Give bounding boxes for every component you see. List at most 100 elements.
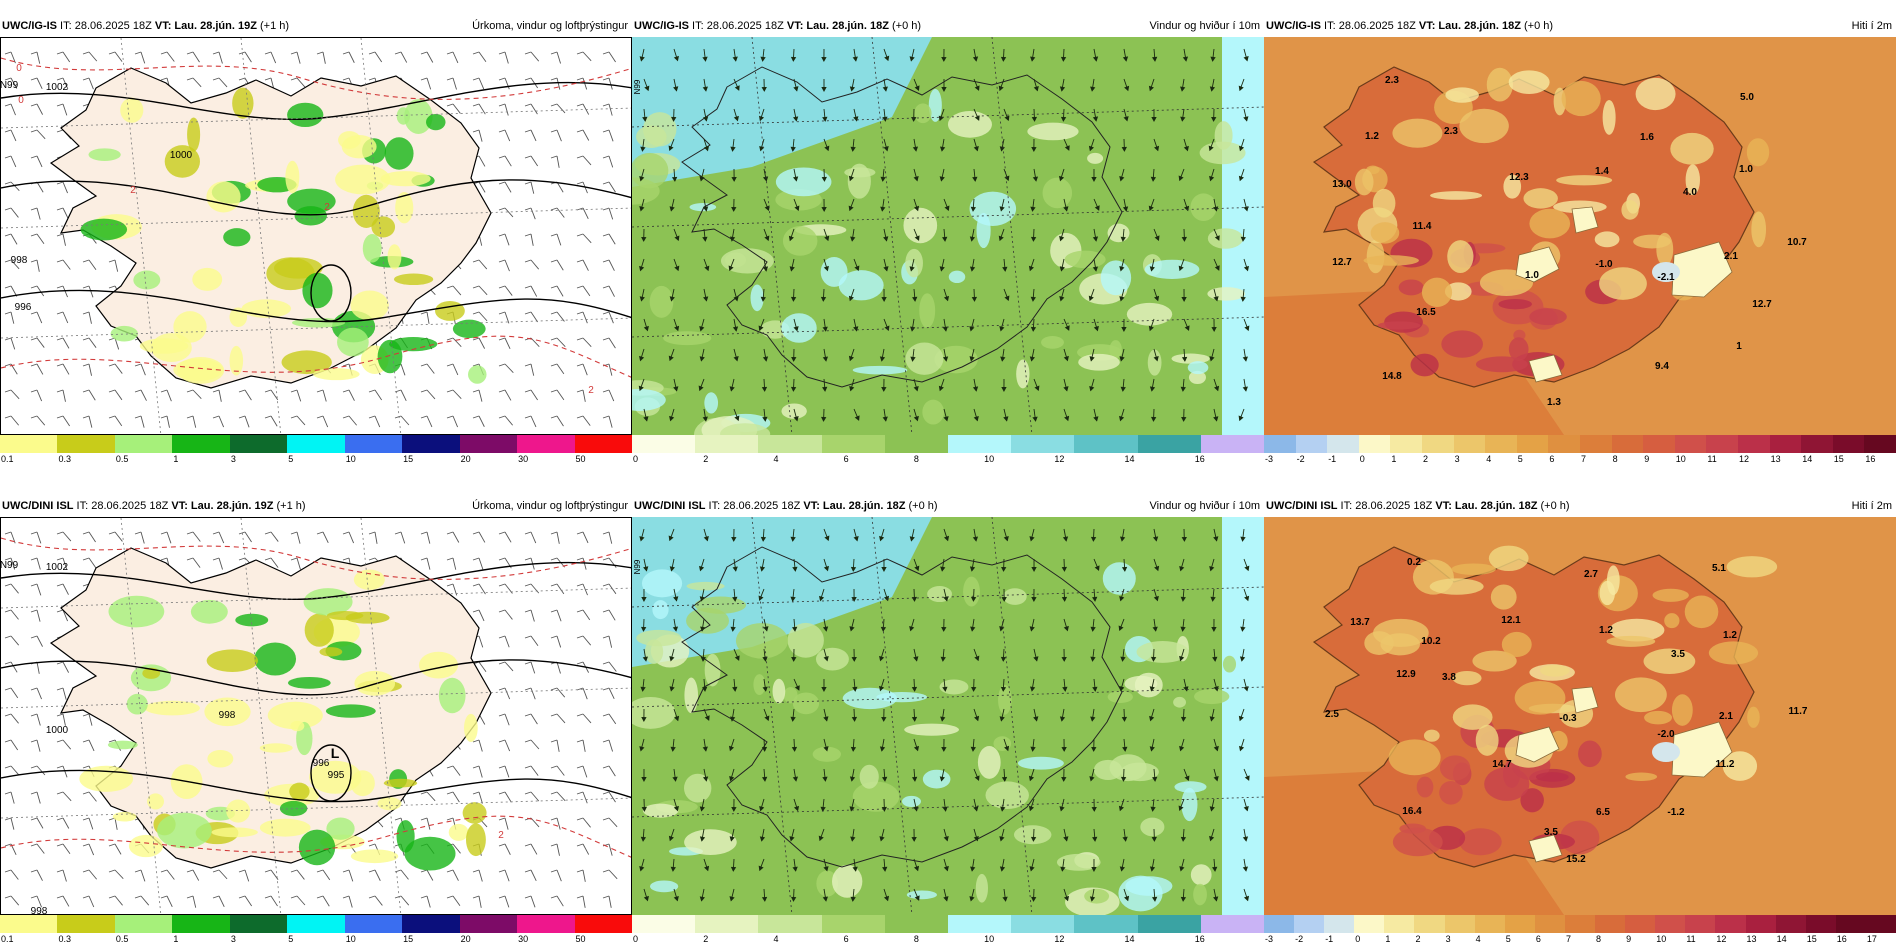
colorbar-tick: 16 — [1194, 454, 1205, 464]
map-label: 10.7 — [1787, 237, 1807, 248]
colorbar-tick: 14 — [1124, 934, 1135, 944]
colorbar-tick: 14 — [1776, 934, 1787, 944]
map-label: 11.2 — [1716, 759, 1735, 770]
colorbar-tick: 5 — [288, 454, 294, 464]
lead-time: (+0 h) — [905, 500, 938, 512]
colorbar-tick: 13 — [1770, 454, 1781, 464]
colorbar-cell — [1775, 915, 1806, 933]
panel-header: UWC/IG-IS IT: 28.06.2025 18Z VT: Lau. 28… — [1264, 15, 1896, 37]
map-label: 2.5 — [1325, 709, 1339, 720]
colorbar-tick: -2 — [1295, 934, 1304, 944]
map-label: 2.1 — [1724, 251, 1738, 262]
colorbar-cell — [632, 915, 696, 933]
colorbar-tick: 50 — [575, 454, 586, 464]
colorbar-tick: 11 — [1686, 934, 1696, 944]
map-label: 1.6 — [1640, 132, 1654, 143]
map-label: L — [331, 745, 340, 761]
precip-map: 1002 1000 998 996 2 0 0 2 2 N99 — [0, 37, 632, 435]
colorbar-labels: 0.1 0.3 0.5 1 3 5 10 15 20 30 50 — [0, 454, 632, 468]
run-info: UWC/DINI ISL IT: 28.06.2025 18Z VT: Lau.… — [2, 495, 306, 517]
colorbar-cell — [1200, 915, 1265, 933]
colorbar-labels: -3 -2 -1 0 1 2 3 4 5 6 7 8 9 10 11 12 13 14 15 16 — [1264, 454, 1896, 468]
map-label: 998 — [11, 255, 28, 266]
precip-colorbar — [0, 915, 632, 933]
lead-time: (+1 h) — [256, 20, 290, 32]
colorbar-cell — [287, 915, 345, 933]
map-label: 13.0 — [1332, 179, 1352, 190]
map-label: 5.0 — [1740, 92, 1754, 103]
colorbar-cell — [1832, 435, 1865, 453]
precip-panel: UWC/DINI ISL IT: 28.06.2025 18Z VT: Lau.… — [0, 495, 632, 950]
map-label: 11.7 — [1789, 706, 1808, 717]
temperature-contours — [1, 537, 631, 858]
colorbar-tick: 3 — [1454, 454, 1460, 464]
model-name: UWC/DINI ISL — [634, 500, 706, 512]
glaciers — [1515, 206, 1733, 383]
colorbar-cell — [517, 435, 575, 453]
colorbar-cell — [1390, 435, 1422, 453]
colorbar-tick: 13 — [1746, 934, 1757, 944]
colorbar-cell — [1074, 435, 1138, 453]
colorbar-tick: 4 — [773, 934, 779, 944]
map-label: 998 — [31, 906, 48, 915]
colorbar-cell — [695, 915, 759, 933]
map-label: 10.2 — [1421, 636, 1441, 647]
colorbar-cell — [1295, 435, 1328, 453]
graticule — [1, 518, 631, 914]
map-label: N99 — [1, 560, 19, 571]
colorbar-tick: 30 — [518, 934, 529, 944]
map-label: 13.7 — [1350, 617, 1370, 628]
graticule — [632, 37, 1264, 435]
temp-map-svg: 2.3 2.3 1.2 1.6 5.0 13.0 12.3 1.4 4.0 1.0 11.4 10.7… — [1264, 37, 1896, 435]
map-label: -2.1 — [1657, 272, 1675, 283]
colorbar-tick: -1 — [1325, 934, 1334, 944]
temp-panel: UWC/DINI ISL IT: 28.06.2025 18Z VT: Lau.… — [1264, 495, 1896, 950]
precip-map: 1002 1000 998 998 996 L 995 2 N99 — [0, 517, 632, 915]
model-name: UWC/IG-IS — [1266, 20, 1321, 32]
colorbar-tick: 0.5 — [115, 454, 129, 464]
wind-panel: UWC/IG-IS IT: 28.06.2025 18Z VT: Lau. 28… — [632, 15, 1265, 470]
colorbar-tick: 8 — [913, 934, 919, 944]
colorbar-tick: 20 — [460, 934, 471, 944]
colorbar-cell — [1864, 435, 1896, 453]
colorbar-tick: 14 — [1124, 454, 1135, 464]
colorbar-tick: 8 — [1596, 934, 1602, 944]
colorbar-cell — [1737, 435, 1770, 453]
colorbar-tick: -2 — [1296, 454, 1305, 464]
colorbar-cell — [344, 915, 403, 933]
issue-time: IT: 28.06.2025 18Z — [73, 500, 172, 512]
colorbar-cell — [1534, 915, 1565, 933]
run-info: UWC/IG-IS IT: 28.06.2025 18Z VT: Lau. 28… — [634, 15, 921, 37]
map-label: 2 — [130, 185, 136, 196]
wind-speed-areas — [632, 562, 1237, 915]
forecast-row-ig-is: UWC/IG-IS IT: 28.06.2025 18Z VT: Lau. 28… — [0, 15, 1900, 470]
colorbar-tick: 16 — [1865, 454, 1876, 464]
colorbar-cell — [1865, 915, 1896, 933]
colorbar-cell — [1358, 435, 1391, 453]
map-label: 16.4 — [1402, 806, 1422, 817]
map-label: 0.2 — [1407, 557, 1421, 568]
temp-map-svg: 0.2 2.7 5.1 13.7 12.1 1.2 1.2 10.2 3.5 12.9 3.8 2.5… — [1264, 517, 1896, 915]
map-label: 1.4 — [1595, 166, 1609, 177]
wind-map: N99 — [632, 37, 1264, 435]
map-label: 1.2 — [1599, 625, 1613, 636]
colorbar-cell — [1801, 435, 1833, 453]
iceland-coastline — [681, 546, 1123, 868]
lead-time: (+0 h) — [1537, 500, 1570, 512]
colorbar-cell — [1074, 915, 1138, 933]
panel-title: Vindur og hviður í 10m — [1149, 500, 1260, 512]
colorbar-cell — [632, 435, 696, 453]
run-info: UWC/IG-IS IT: 28.06.2025 18Z VT: Lau. 28… — [1266, 15, 1553, 37]
map-label: 12.3 — [1509, 172, 1529, 183]
colorbar-tick: 30 — [518, 454, 529, 464]
colorbar-cell — [1011, 915, 1075, 933]
map-label: 16.5 — [1416, 307, 1436, 318]
map-label: 12.7 — [1332, 257, 1352, 268]
model-name: UWC/IG-IS — [2, 20, 57, 32]
wind-map-svg: N99 — [632, 37, 1264, 435]
colorbar-tick: 4 — [1486, 454, 1492, 464]
issue-time: IT: 28.06.2025 18Z — [57, 20, 155, 32]
colorbar-tick: 3 — [230, 934, 236, 944]
colorbar-cell — [1805, 915, 1836, 933]
temp-colorbar — [1264, 435, 1896, 453]
